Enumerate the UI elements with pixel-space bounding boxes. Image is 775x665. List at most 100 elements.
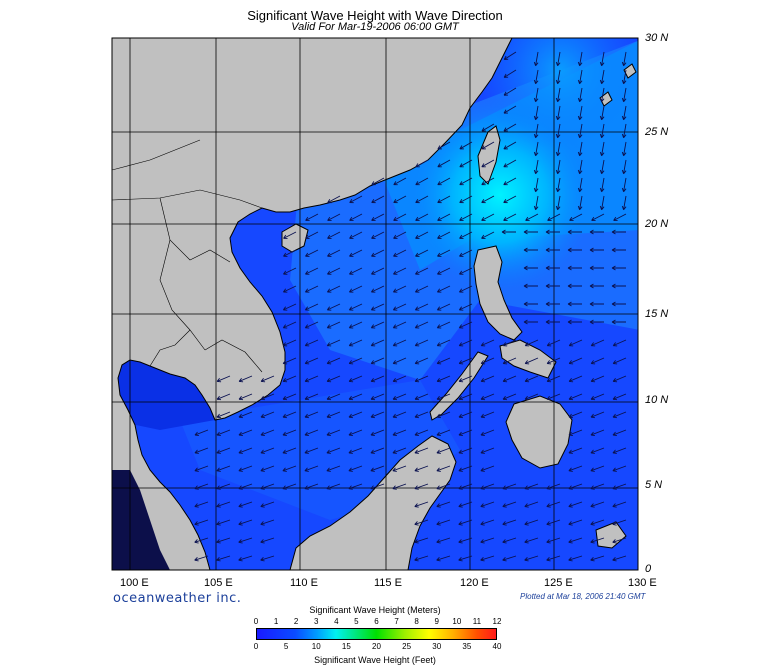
lon-label-115: 115 E <box>374 577 402 589</box>
wave-direction-arrow <box>612 447 627 454</box>
wave-direction-arrow <box>415 249 429 257</box>
wave-direction-arrow <box>568 483 583 490</box>
wave-direction-arrow <box>436 393 451 401</box>
wave-direction-arrow <box>480 555 495 562</box>
wave-direction-arrow <box>194 483 209 490</box>
wave-direction-arrow <box>611 319 626 325</box>
wave-direction-arrow <box>260 447 275 454</box>
wave-direction-arrow <box>568 447 583 454</box>
wave-direction-arrow <box>503 141 517 150</box>
wave-direction-arrow <box>621 51 627 67</box>
wave-direction-arrow <box>590 465 605 472</box>
lat-label-20: 20 N <box>645 218 669 230</box>
wave-direction-arrow <box>282 465 297 472</box>
wave-direction-arrow <box>437 249 451 257</box>
wave-direction-arrow <box>590 411 605 419</box>
wave-direction-arrow <box>533 51 539 67</box>
wave-direction-arrow <box>502 519 517 526</box>
wave-direction-arrow <box>545 229 560 235</box>
wave-direction-arrow <box>305 249 319 257</box>
wave-direction-arrow <box>282 411 297 419</box>
wave-direction-arrow <box>481 141 495 150</box>
wave-direction-arrow <box>459 159 473 168</box>
wave-direction-arrow <box>283 249 297 257</box>
wave-direction-arrow <box>590 501 605 508</box>
wave-direction-arrow <box>260 429 275 437</box>
wave-direction-arrow <box>577 159 583 175</box>
wave-direction-arrow <box>370 393 385 401</box>
wave-direction-arrow <box>611 229 626 235</box>
wave-direction-arrow <box>392 447 407 454</box>
wave-direction-arrow <box>283 231 297 239</box>
wave-direction-arrow <box>304 321 319 329</box>
wave-direction-arrow <box>612 465 627 472</box>
wave-direction-arrow <box>599 87 605 103</box>
wave-direction-arrow <box>568 375 583 383</box>
wave-direction-arrow <box>436 321 451 329</box>
wave-direction-arrow <box>481 213 495 222</box>
wave-direction-arrow <box>436 303 451 311</box>
wave-direction-arrow <box>458 555 473 562</box>
wave-direction-arrow <box>612 393 627 401</box>
wave-direction-arrow <box>304 429 319 437</box>
feet-tick: 40 <box>492 642 502 651</box>
wave-direction-arrow <box>393 177 407 186</box>
wave-direction-arrow <box>238 375 253 383</box>
wave-direction-arrow <box>238 447 253 454</box>
wave-direction-arrow <box>599 105 605 121</box>
wave-direction-arrow <box>282 285 297 293</box>
feet-tick: 5 <box>283 642 289 651</box>
wave-direction-arrow <box>503 105 517 114</box>
wave-direction-arrow <box>216 483 231 490</box>
wave-direction-arrow <box>393 249 407 257</box>
meter-tick: 9 <box>434 617 439 626</box>
wave-direction-arrow <box>546 375 561 383</box>
wave-direction-arrow <box>260 375 275 383</box>
wave-direction-arrow <box>611 301 626 307</box>
wave-direction-arrow <box>533 159 539 175</box>
wave-direction-arrow <box>327 213 341 222</box>
wave-direction-arrow <box>393 213 407 222</box>
wave-direction-arrow <box>621 177 627 193</box>
wave-direction-arrow <box>370 447 385 454</box>
wave-direction-arrow <box>238 501 253 508</box>
wave-direction-arrow <box>621 159 627 175</box>
wave-direction-arrow <box>392 321 407 329</box>
wave-direction-arrow <box>348 375 363 383</box>
wave-direction-arrow <box>621 195 627 211</box>
wave-direction-arrow <box>568 429 583 437</box>
wave-direction-arrow <box>437 213 451 222</box>
wave-direction-arrow <box>414 339 429 347</box>
wave-direction-arrow <box>569 213 583 222</box>
feet-tick: 35 <box>462 642 472 651</box>
wave-direction-arrow <box>546 393 561 401</box>
wave-direction-arrow <box>612 339 627 347</box>
wave-direction-arrow <box>327 267 341 275</box>
wave-direction-arrow <box>414 519 429 526</box>
lat-label-0: 0 <box>645 563 652 575</box>
wave-direction-arrow <box>458 501 473 508</box>
wave-direction-arrow <box>238 519 253 526</box>
meter-tick: 0 <box>253 617 259 626</box>
wave-direction-arrow <box>370 375 385 383</box>
wave-direction-arrow <box>458 447 473 454</box>
wave-direction-arrow <box>590 429 605 437</box>
wave-direction-arrow <box>392 357 407 365</box>
wave-direction-arrow <box>305 231 319 239</box>
wave-direction-arrow <box>327 231 341 239</box>
wave-direction-arrow <box>326 483 341 490</box>
wave-direction-arrow <box>282 393 297 401</box>
wave-direction-arrow <box>524 393 539 401</box>
wave-direction-arrow <box>480 501 495 508</box>
lat-label-25: 25 N <box>645 126 669 138</box>
wave-direction-arrow <box>436 483 451 490</box>
wave-direction-arrow <box>480 483 495 490</box>
wave-direction-arrow <box>568 411 583 419</box>
wave-direction-arrow <box>503 213 517 222</box>
wave-direction-arrow <box>599 195 605 211</box>
wave-direction-arrow <box>555 69 561 85</box>
wave-direction-arrow <box>436 411 451 419</box>
wave-direction-arrow <box>546 537 561 544</box>
wave-direction-arrow <box>392 411 407 419</box>
wave-direction-arrow <box>546 519 561 526</box>
